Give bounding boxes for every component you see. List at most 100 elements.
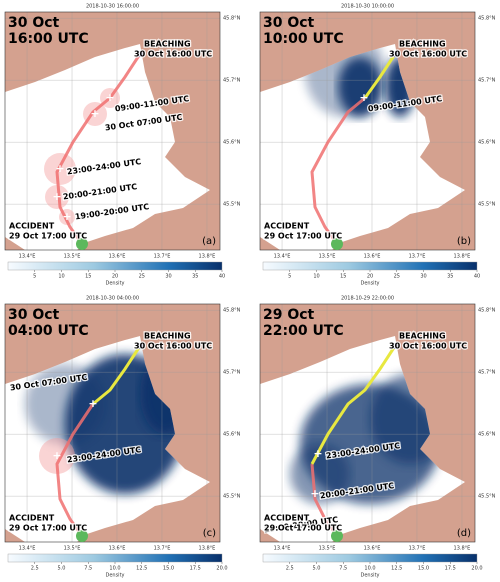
accident-label: ACCIDENT	[264, 222, 310, 231]
accident-label: ACCIDENT	[9, 514, 55, 523]
timestamp: 2018-10-30 04:00:00	[86, 296, 139, 302]
lon-label: 13.8°E	[454, 546, 471, 552]
forecast-track	[363, 53, 397, 99]
map-frame	[259, 303, 476, 543]
colorbar-tick-label: 30	[165, 274, 171, 280]
density	[290, 374, 450, 504]
beaching-point	[137, 343, 143, 349]
sea	[5, 44, 210, 250]
lon-label: 13.7°E	[154, 254, 171, 260]
accident-time: 29 Oct 17:00 UTC	[264, 524, 342, 533]
headline: 16:00 UTC	[8, 31, 89, 47]
colorbar	[7, 553, 223, 563]
cross: +	[62, 210, 71, 223]
colorbar-label: Density	[105, 281, 124, 287]
colorbar-tick-label: 15	[340, 274, 346, 280]
trajectory	[310, 96, 366, 245]
colorbar	[262, 553, 478, 563]
colorbar-label: Density	[105, 573, 124, 579]
beaching-label: BEACHING	[144, 332, 191, 341]
lon-label: 13.8°E	[199, 254, 216, 260]
cross: +	[303, 507, 312, 520]
forecast-track	[310, 345, 397, 465]
lon-label: 13.4°E	[19, 546, 36, 552]
lat-label: 45.5°N	[478, 202, 496, 208]
colorbar-tick-label: 17.5	[445, 566, 456, 572]
map-frame	[4, 303, 221, 543]
colorbar-tick-label: 30	[420, 274, 426, 280]
accident-time: 29 Oct 17:00 UTC	[9, 232, 87, 241]
headline: 04:00 UTC	[8, 323, 89, 339]
lon-label: 13.6°E	[109, 254, 126, 260]
panel: 2018-10-30 04:00:00 13.4°E 13.5°E 13.6°E 13.…	[4, 296, 241, 579]
beaching-time: 30 Oct 16:00 UTC	[389, 50, 467, 59]
cross: +	[90, 107, 99, 120]
headline: 10:00 UTC	[263, 31, 344, 47]
colorbar-tick-label: 20	[112, 274, 118, 280]
panel-letter: (a)	[202, 236, 216, 247]
lat-label: 45.6°N	[223, 140, 241, 146]
trajectory	[55, 403, 95, 537]
lon-label: 13.4°E	[274, 254, 291, 260]
lat-label: 45.5°N	[478, 494, 496, 500]
colorbar-tick-label: 12.5	[391, 566, 402, 572]
colorbar-tick-label: 10	[313, 274, 319, 280]
colorbar-tick-label: 7.5	[84, 566, 92, 572]
lat-label: 45.5°N	[223, 494, 241, 500]
headline: 30 Oct	[8, 15, 60, 31]
beaching-time: 30 Oct 16:00 UTC	[389, 342, 467, 351]
accident-label: ACCIDENT	[264, 514, 310, 523]
colorbar-label: Density	[360, 573, 379, 579]
colorbar-tick-label: 20.0	[471, 566, 482, 572]
colorbar-tick-label: 40	[219, 274, 225, 280]
uncertainty	[45, 185, 69, 209]
lon-label: 13.5°E	[64, 254, 81, 260]
cross: +	[313, 447, 322, 460]
colorbar-tick-label: 2.5	[31, 566, 39, 572]
timestamp: 2018-10-30 10:00:00	[341, 4, 394, 10]
cross: +	[88, 397, 97, 410]
colorbar-tick-label: 25	[394, 274, 400, 280]
beaching-time: 30 Oct 16:00 UTC	[134, 50, 212, 59]
lon-label: 13.4°E	[274, 546, 291, 552]
colorbar	[262, 261, 478, 271]
cross: +	[359, 91, 368, 104]
accident-point	[331, 238, 343, 250]
colorbar-tick-label: 2.5	[286, 566, 294, 572]
lat-label: 45.7°N	[478, 78, 496, 84]
colorbar-tick-label: 12.5	[136, 566, 147, 572]
accident-label: ACCIDENT	[9, 222, 55, 231]
cross: +	[52, 190, 61, 203]
lon-label: 13.6°E	[364, 254, 381, 260]
accident-time: 29 Oct 17:00 UTC	[264, 232, 342, 241]
lat-label: 45.7°N	[223, 78, 241, 84]
lon-label: 13.4°E	[19, 254, 36, 260]
lat-label: 45.7°N	[223, 370, 241, 376]
panel: 2018-10-30 16:00:00 13.4°E 13.5°E 13.6°E 13.…	[4, 4, 241, 287]
colorbar-tick-label: 15.0	[163, 566, 174, 572]
cross: +	[52, 449, 61, 462]
lon-label: 13.7°E	[409, 546, 426, 552]
panel: 2018-10-30 10:00:00 13.4°E 13.5°E 13.6°E 13.…	[259, 4, 496, 287]
cross: +	[55, 162, 64, 175]
lon-label: 13.5°E	[64, 546, 81, 552]
beaching-point	[392, 343, 398, 349]
colorbar-tick-label: 5	[288, 274, 291, 280]
colorbar-tick-label: 20.0	[216, 566, 227, 572]
colorbar-tick-label: 5	[33, 274, 36, 280]
timestamp: 2018-10-30 16:00:00	[86, 4, 139, 10]
lon-label: 13.7°E	[154, 546, 171, 552]
density-blob	[290, 444, 350, 504]
lon-label: 13.8°E	[454, 254, 471, 260]
lat-label: 45.8°N	[478, 16, 496, 22]
lat-label: 45.8°N	[478, 308, 496, 314]
accident-time: 29 Oct 17:00 UTC	[9, 524, 87, 533]
beaching-label: BEACHING	[399, 332, 446, 341]
panel-letter: (c)	[203, 528, 216, 539]
colorbar-tick-label: 40	[474, 274, 480, 280]
lon-label: 13.6°E	[109, 546, 126, 552]
accident-point	[76, 238, 88, 250]
colorbar-tick-label: 25	[139, 274, 145, 280]
cross: +	[105, 91, 114, 104]
